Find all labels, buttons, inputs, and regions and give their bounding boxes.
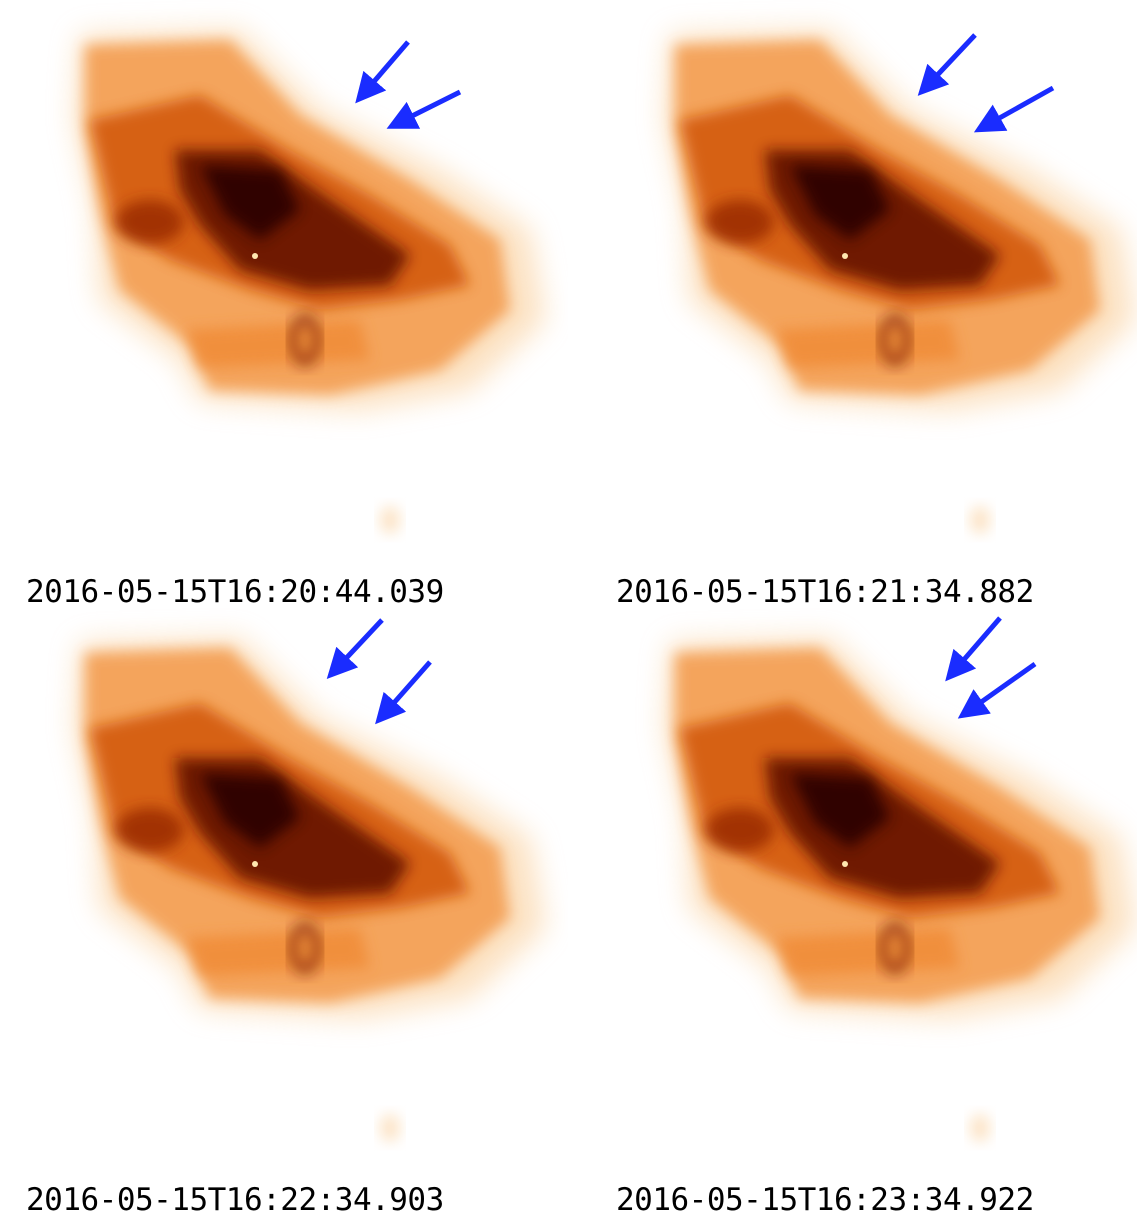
arrow-icon [917,33,977,96]
image-panel-3: 2016-05-15T16:22:34.903 [0,608,568,1218]
arrow-icon [957,661,1037,719]
arrow-icon [386,89,462,129]
solar-image [590,0,1137,608]
arrow-icon [326,618,384,679]
timestamp-label: 2016-05-15T16:23:34.922 [616,1182,1034,1218]
timestamp-label: 2016-05-15T16:21:34.882 [616,574,1034,610]
arrow-icon [945,616,1002,682]
timestamp-label: 2016-05-15T16:22:34.903 [26,1182,444,1218]
arrow-icon [973,85,1055,133]
timestamp-label: 2016-05-15T16:20:44.039 [26,574,444,610]
image-panel-1: 2016-05-15T16:20:44.039 [0,0,568,610]
arrow-icon [375,660,432,725]
solar-image [0,0,568,608]
arrow-icon [355,40,410,104]
solar-image [590,616,1137,1216]
image-panel-4: 2016-05-15T16:23:34.922 [590,608,1137,1218]
solar-image [0,618,568,1216]
image-panel-2: 2016-05-15T16:21:34.882 [590,0,1137,610]
